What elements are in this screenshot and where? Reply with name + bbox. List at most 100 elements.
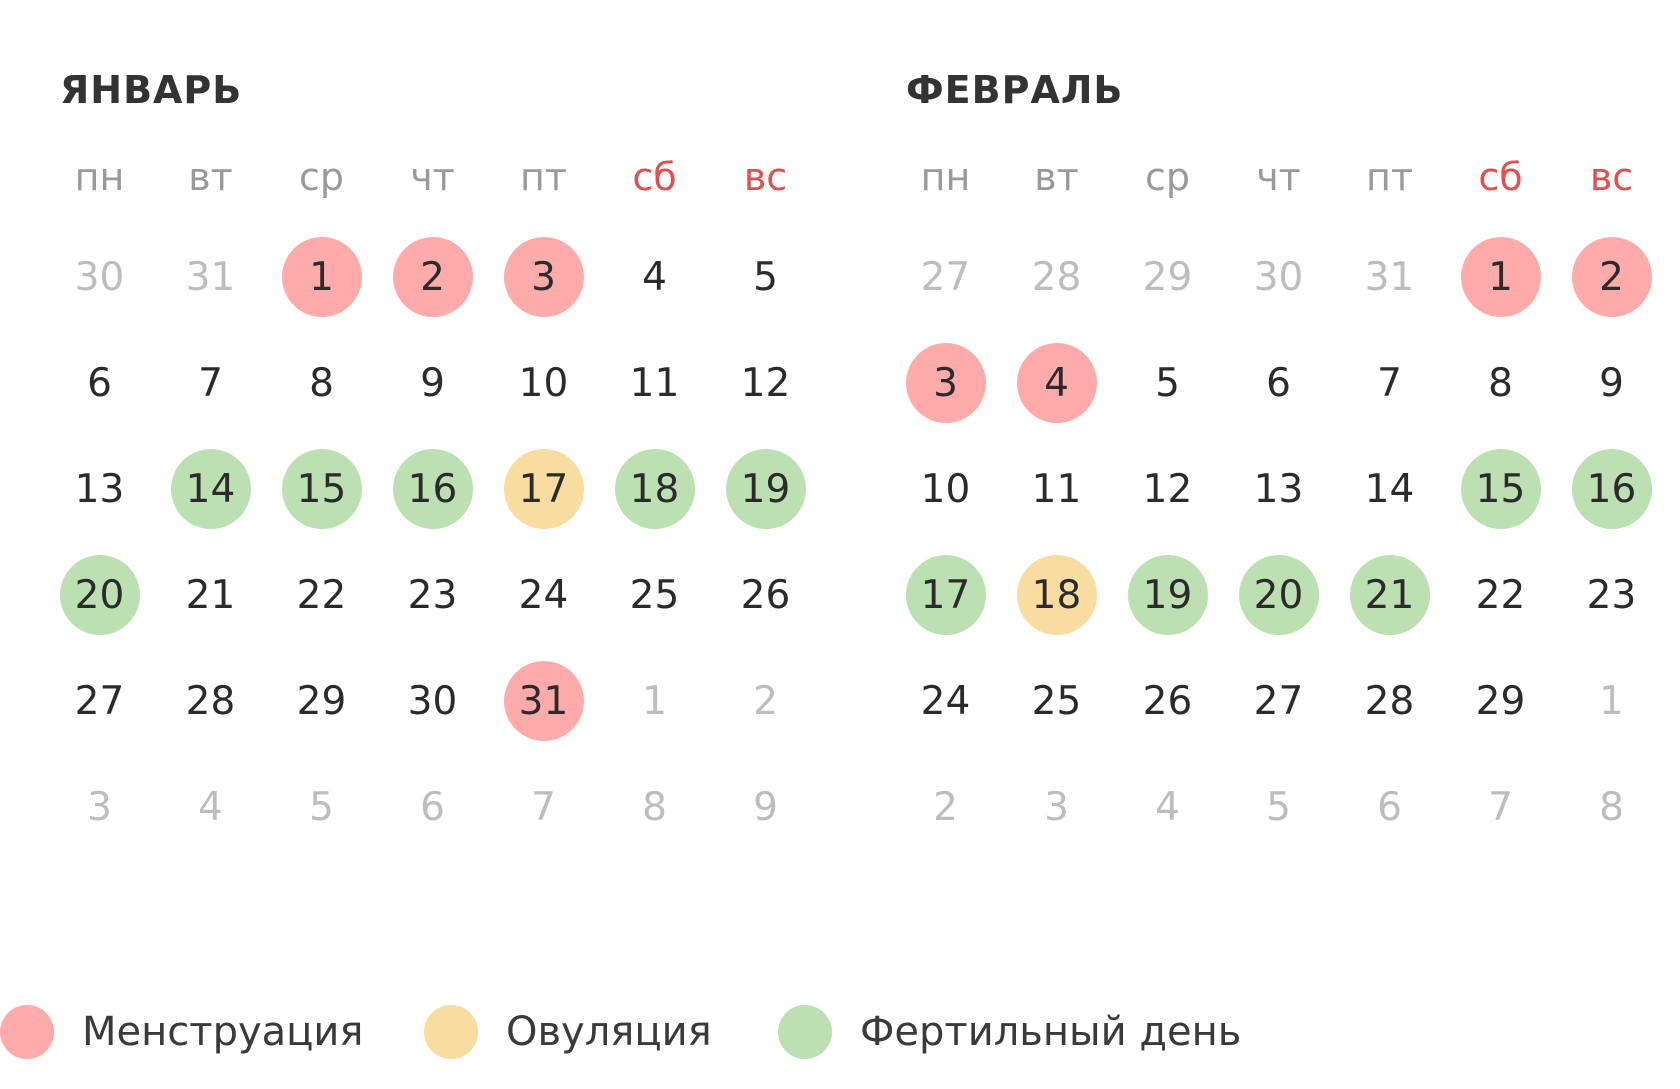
day-cell-menstruation[interactable]: 1	[266, 224, 377, 330]
day-cell-other-month[interactable]: 5	[266, 754, 377, 860]
day-cell[interactable]: 5	[1112, 330, 1223, 436]
day-cell-other-month[interactable]: 2	[710, 648, 821, 754]
day-cell[interactable]: 10	[488, 330, 599, 436]
day-cell[interactable]: 9	[1556, 330, 1667, 436]
day-cell-other-month[interactable]: 1	[1556, 648, 1667, 754]
day-cell[interactable]: 22	[1445, 542, 1556, 648]
day-cell[interactable]: 6	[1223, 330, 1334, 436]
day-cell-ovulation[interactable]: 18	[1001, 542, 1112, 648]
day-number: 23	[1586, 572, 1637, 618]
day-cell-menstruation[interactable]: 1	[1445, 224, 1556, 330]
day-cell[interactable]: 27	[1223, 648, 1334, 754]
day-cell[interactable]: 29	[266, 648, 377, 754]
day-cell[interactable]: 14	[1334, 436, 1445, 542]
day-cell-other-month[interactable]: 31	[155, 224, 266, 330]
day-cell-fertile[interactable]: 19	[1112, 542, 1223, 648]
day-cell-menstruation[interactable]: 4	[1001, 330, 1112, 436]
weekday-header: пн вт ср чт пт сб вс	[890, 142, 1667, 212]
day-cell[interactable]: 11	[1001, 436, 1112, 542]
day-cell[interactable]: 5	[710, 224, 821, 330]
day-cell-fertile[interactable]: 14	[155, 436, 266, 542]
day-cell[interactable]: 7	[1334, 330, 1445, 436]
day-cell[interactable]: 30	[377, 648, 488, 754]
day-cell[interactable]: 21	[155, 542, 266, 648]
day-cell[interactable]: 28	[1334, 648, 1445, 754]
day-cell-fertile[interactable]: 15	[1445, 436, 1556, 542]
day-cell[interactable]: 24	[890, 648, 1001, 754]
day-cell[interactable]: 24	[488, 542, 599, 648]
day-cell[interactable]: 25	[1001, 648, 1112, 754]
day-cell-other-month[interactable]: 28	[1001, 224, 1112, 330]
day-cell-ovulation[interactable]: 17	[488, 436, 599, 542]
day-cell-fertile[interactable]: 16	[377, 436, 488, 542]
day-cell-other-month[interactable]: 6	[1334, 754, 1445, 860]
day-cell[interactable]: 13	[44, 436, 155, 542]
day-cell-other-month[interactable]: 27	[890, 224, 1001, 330]
day-cell[interactable]: 9	[377, 330, 488, 436]
day-cell-other-month[interactable]: 2	[890, 754, 1001, 860]
day-cell[interactable]: 8	[1445, 330, 1556, 436]
day-cell[interactable]: 13	[1223, 436, 1334, 542]
day-number: 7	[531, 784, 556, 830]
day-cell-other-month[interactable]: 6	[377, 754, 488, 860]
day-cell-fertile[interactable]: 18	[599, 436, 710, 542]
day-cell[interactable]: 22	[266, 542, 377, 648]
day-cell-other-month[interactable]: 3	[44, 754, 155, 860]
day-cell[interactable]: 12	[710, 330, 821, 436]
day-cell-other-month[interactable]: 4	[155, 754, 266, 860]
day-cell[interactable]: 12	[1112, 436, 1223, 542]
day-cell-fertile[interactable]: 21	[1334, 542, 1445, 648]
day-cell-menstruation[interactable]: 2	[1556, 224, 1667, 330]
day-number: 5	[309, 784, 334, 830]
day-cell-other-month[interactable]: 7	[488, 754, 599, 860]
day-cell-other-month[interactable]: 7	[1445, 754, 1556, 860]
day-cell-menstruation[interactable]: 31	[488, 648, 599, 754]
day-cell-other-month[interactable]: 1	[599, 648, 710, 754]
day-number: 22	[1475, 572, 1526, 618]
day-cell-fertile[interactable]: 19	[710, 436, 821, 542]
day-cell[interactable]: 4	[599, 224, 710, 330]
day-cell[interactable]: 26	[710, 542, 821, 648]
day-cell-other-month[interactable]: 8	[599, 754, 710, 860]
day-cell-fertile[interactable]: 20	[1223, 542, 1334, 648]
day-cell[interactable]: 25	[599, 542, 710, 648]
day-cell[interactable]: 29	[1445, 648, 1556, 754]
day-number: 29	[1475, 678, 1526, 724]
day-cell-other-month[interactable]: 8	[1556, 754, 1667, 860]
day-cell-other-month[interactable]: 5	[1223, 754, 1334, 860]
day-cell[interactable]: 6	[44, 330, 155, 436]
day-cell[interactable]: 8	[266, 330, 377, 436]
day-cell-menstruation[interactable]: 2	[377, 224, 488, 330]
day-cell-fertile[interactable]: 15	[266, 436, 377, 542]
day-cell-menstruation[interactable]: 3	[890, 330, 1001, 436]
day-cell-fertile[interactable]: 16	[1556, 436, 1667, 542]
day-cell-other-month[interactable]: 3	[1001, 754, 1112, 860]
day-number: 8	[1488, 360, 1513, 406]
day-number: 16	[1571, 449, 1652, 529]
day-cell-other-month[interactable]: 29	[1112, 224, 1223, 330]
day-cell[interactable]: 10	[890, 436, 1001, 542]
day-number: 26	[740, 572, 791, 618]
day-number: 16	[392, 449, 473, 529]
day-cell[interactable]: 28	[155, 648, 266, 754]
day-cell[interactable]: 26	[1112, 648, 1223, 754]
day-number: 30	[407, 678, 458, 724]
day-cell-other-month[interactable]: 30	[1223, 224, 1334, 330]
day-number: 4	[1155, 784, 1180, 830]
day-cell-other-month[interactable]: 9	[710, 754, 821, 860]
day-number: 4	[1016, 343, 1097, 423]
day-number: 14	[170, 449, 251, 529]
day-cell[interactable]: 27	[44, 648, 155, 754]
day-cell[interactable]: 23	[1556, 542, 1667, 648]
day-cell-fertile[interactable]: 17	[890, 542, 1001, 648]
day-cell-other-month[interactable]: 4	[1112, 754, 1223, 860]
day-number: 3	[905, 343, 986, 423]
day-cell-other-month[interactable]: 30	[44, 224, 155, 330]
day-cell-other-month[interactable]: 31	[1334, 224, 1445, 330]
day-cell[interactable]: 7	[155, 330, 266, 436]
day-cell[interactable]: 23	[377, 542, 488, 648]
weekday-label: вс	[743, 155, 788, 199]
day-cell-menstruation[interactable]: 3	[488, 224, 599, 330]
day-cell[interactable]: 11	[599, 330, 710, 436]
day-cell-fertile[interactable]: 20	[44, 542, 155, 648]
